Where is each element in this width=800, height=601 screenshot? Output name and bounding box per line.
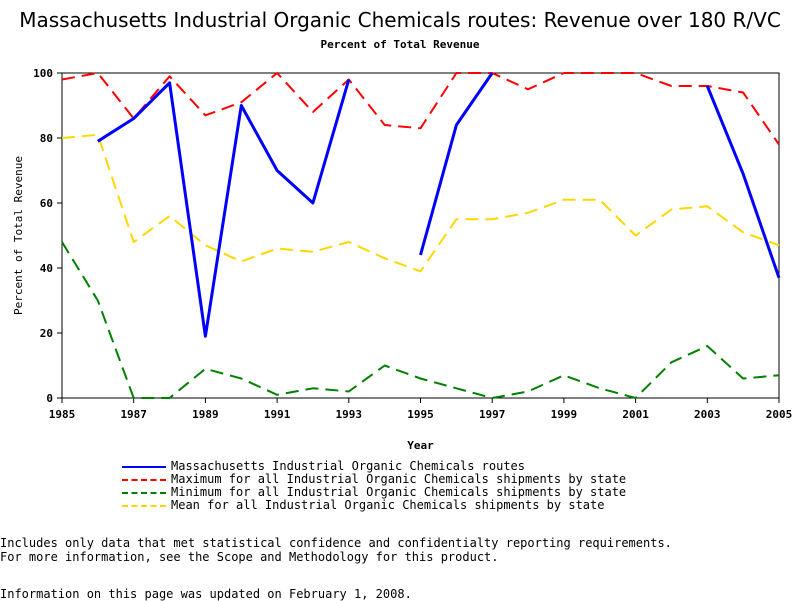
legend-label-mean: Mean for all Industrial Organic Chemical… (171, 498, 605, 512)
legend-label-massachusetts: Massachusetts Industrial Organic Chemica… (171, 459, 526, 473)
x-axis-label: Year (407, 439, 434, 452)
legend-swatch-massachusetts (122, 465, 166, 468)
chart-title: Massachusetts Industrial Organic Chemica… (19, 8, 781, 32)
x-tick-label-1989: 1989 (192, 408, 219, 421)
line-chart: 0 20 40 60 80 100 1985 1987 1989 1991 1993 1995 1997… (12, 67, 793, 452)
series-1-line-0 (61, 72, 780, 146)
legend-swatch-maximum (122, 478, 166, 481)
y-tick-label-60: 60 (40, 197, 53, 210)
legend-entry-minimum: Minimum for all Industrial Organic Chemi… (122, 486, 626, 499)
footnotes: Includes only data that met statistical … (0, 536, 800, 564)
legend-entry-maximum: Maximum for all Industrial Organic Chemi… (122, 473, 626, 486)
x-tick-label-1997: 1997 (479, 408, 506, 421)
x-tick-label-2001: 2001 (622, 408, 649, 421)
legend-swatch-minimum (122, 491, 166, 494)
series-0-line-1 (419, 72, 494, 256)
legend-swatch-mean (122, 504, 166, 507)
chart-subtitle: Percent of Total Revenue (320, 38, 480, 51)
x-tick-label-1999: 1999 (551, 408, 578, 421)
series-0-line-2 (705, 85, 781, 279)
y-tick-label-0: 0 (46, 392, 53, 405)
series-3-line-0 (61, 133, 780, 273)
series-3 (61, 133, 780, 273)
y-tick-label-20: 20 (40, 327, 53, 340)
x-tick-label-2003: 2003 (694, 408, 721, 421)
legend-entry-massachusetts: Massachusetts Industrial Organic Chemica… (122, 460, 626, 473)
series-0-line-0 (96, 79, 351, 338)
legend: Massachusetts Industrial Organic Chemica… (122, 460, 626, 512)
x-tick-label-1991: 1991 (264, 408, 291, 421)
update-notice: Information on this page was updated on … (0, 587, 412, 601)
legend-label-minimum: Minimum for all Industrial Organic Chemi… (171, 485, 627, 499)
y-axis-label: Percent of Total Revenue (12, 156, 25, 315)
y-tick-label-100: 100 (33, 67, 53, 80)
series-2-line-0 (61, 241, 780, 399)
y-tick-label-40: 40 (40, 262, 53, 275)
x-tick-label-1987: 1987 (120, 408, 147, 421)
y-tick-label-80: 80 (40, 132, 53, 145)
legend-entry-mean: Mean for all Industrial Organic Chemical… (122, 499, 626, 512)
x-tick-label-2005: 2005 (766, 408, 793, 421)
series-0 (96, 72, 781, 338)
footnote-line-1: Includes only data that met statistical … (0, 536, 672, 550)
x-tick-label-1993: 1993 (336, 408, 363, 421)
series-2 (61, 241, 780, 399)
legend-label-maximum: Maximum for all Industrial Organic Chemi… (171, 472, 627, 486)
series-1 (61, 72, 780, 146)
footnote-line-2: For more information, see the Scope and … (0, 550, 499, 564)
plot-frame (61, 72, 780, 399)
x-tick-label-1985: 1985 (49, 408, 76, 421)
x-tick-label-1995: 1995 (407, 408, 434, 421)
